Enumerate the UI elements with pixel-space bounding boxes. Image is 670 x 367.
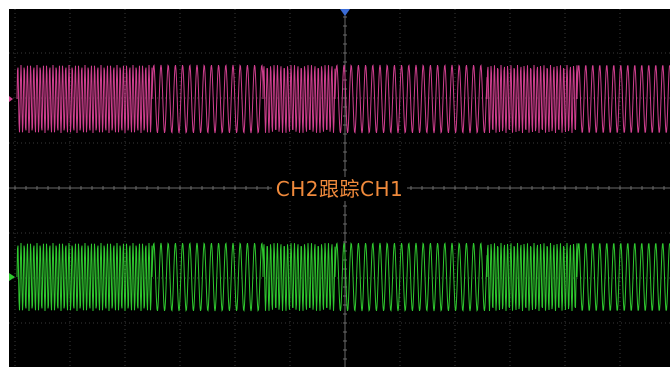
center-axes	[9, 9, 670, 367]
waveform-display	[9, 9, 670, 367]
channel-2-offset-icon[interactable]	[9, 273, 15, 281]
markers	[9, 9, 350, 281]
channel-1-trace	[16, 64, 670, 134]
channel-2-waveform	[16, 242, 670, 312]
channel-1-offset-icon[interactable]	[9, 96, 13, 102]
channel-2-trace	[16, 242, 670, 312]
trigger-position-icon[interactable]	[340, 9, 350, 16]
oscilloscope-screen: CH2跟踪CH1	[9, 9, 670, 367]
channel-1-waveform	[16, 64, 670, 134]
